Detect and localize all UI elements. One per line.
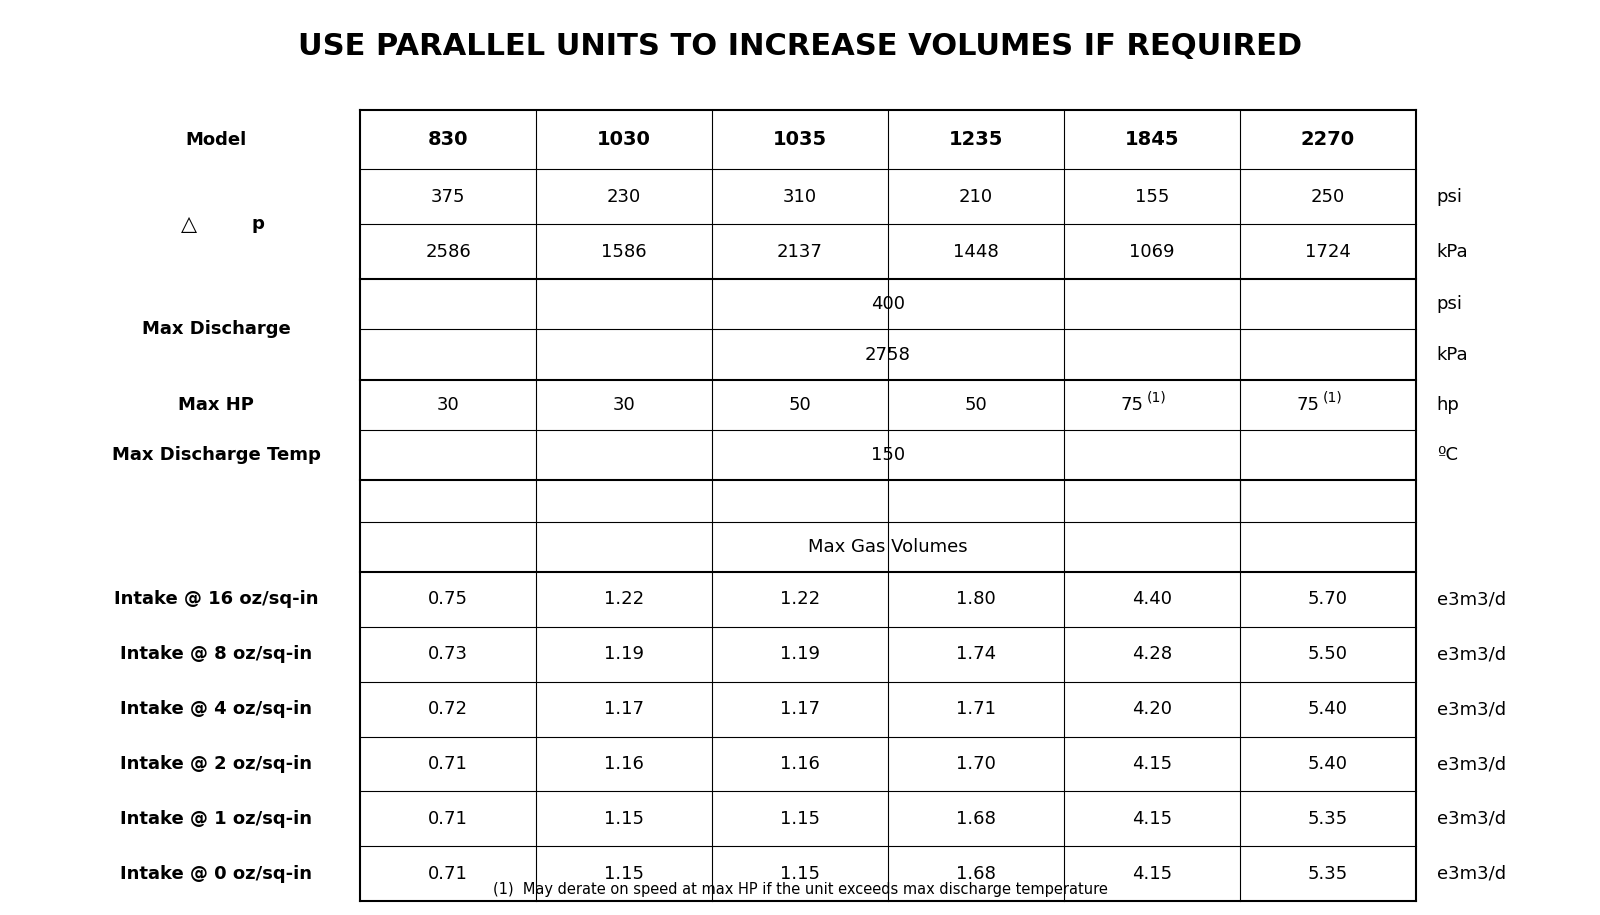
Text: e3m3/d: e3m3/d	[1437, 810, 1506, 828]
Text: 1.68: 1.68	[957, 810, 995, 828]
Text: 50: 50	[965, 396, 987, 414]
Text: 150: 150	[870, 447, 906, 464]
Text: 5.35: 5.35	[1307, 810, 1349, 828]
Text: 5.70: 5.70	[1309, 590, 1347, 608]
Text: ºC: ºC	[1437, 447, 1458, 464]
Text: 1.80: 1.80	[957, 590, 995, 608]
Text: 1.68: 1.68	[957, 865, 995, 883]
Text: (1)  May derate on speed at max HP if the unit exceeds max discharge temperature: (1) May derate on speed at max HP if the…	[493, 882, 1107, 897]
Text: Model: Model	[186, 131, 246, 148]
Text: 1069: 1069	[1130, 242, 1174, 261]
Text: 0.73: 0.73	[429, 645, 469, 663]
Text: 1.70: 1.70	[957, 755, 995, 773]
Text: e3m3/d: e3m3/d	[1437, 590, 1506, 608]
Text: 250: 250	[1310, 188, 1346, 206]
Text: 4.20: 4.20	[1133, 700, 1171, 718]
Text: 0.72: 0.72	[429, 700, 469, 718]
Text: 1724: 1724	[1306, 242, 1350, 261]
Text: Max Discharge: Max Discharge	[142, 320, 290, 339]
Text: 1.17: 1.17	[781, 700, 819, 718]
Text: Max Discharge Temp: Max Discharge Temp	[112, 447, 320, 464]
Text: psi: psi	[1437, 296, 1462, 313]
Text: 1235: 1235	[949, 130, 1003, 149]
Text: 1.15: 1.15	[605, 865, 643, 883]
Text: 1.22: 1.22	[603, 590, 645, 608]
Text: 1845: 1845	[1125, 130, 1179, 149]
Text: 4.15: 4.15	[1131, 810, 1173, 828]
Text: $\triangle$: $\triangle$	[176, 214, 198, 234]
Text: 0.71: 0.71	[429, 755, 467, 773]
Text: e3m3/d: e3m3/d	[1437, 645, 1506, 663]
Text: 5.50: 5.50	[1309, 645, 1347, 663]
Text: 830: 830	[427, 130, 469, 149]
Text: Intake @ 8 oz/sq-in: Intake @ 8 oz/sq-in	[120, 645, 312, 663]
Text: 1.16: 1.16	[781, 755, 819, 773]
Text: 1.71: 1.71	[957, 700, 995, 718]
Text: 4.28: 4.28	[1131, 645, 1173, 663]
Text: Intake @ 0 oz/sq-in: Intake @ 0 oz/sq-in	[120, 865, 312, 883]
Text: 0.71: 0.71	[429, 865, 467, 883]
Text: 1448: 1448	[954, 242, 998, 261]
Text: 0.71: 0.71	[429, 810, 467, 828]
Text: 375: 375	[430, 188, 466, 206]
Text: Intake @ 2 oz/sq-in: Intake @ 2 oz/sq-in	[120, 755, 312, 773]
Text: USE PARALLEL UNITS TO INCREASE VOLUMES IF REQUIRED: USE PARALLEL UNITS TO INCREASE VOLUMES I…	[298, 32, 1302, 61]
Text: 400: 400	[870, 296, 906, 313]
Text: 30: 30	[613, 396, 635, 414]
Text: e3m3/d: e3m3/d	[1437, 755, 1506, 773]
Text: 1.74: 1.74	[955, 645, 997, 663]
Text: 5.40: 5.40	[1309, 755, 1347, 773]
Text: e3m3/d: e3m3/d	[1437, 700, 1506, 718]
Text: 5.35: 5.35	[1307, 865, 1349, 883]
Text: Intake @ 1 oz/sq-in: Intake @ 1 oz/sq-in	[120, 810, 312, 828]
Text: 1035: 1035	[773, 130, 827, 149]
Text: e3m3/d: e3m3/d	[1437, 865, 1506, 883]
Text: 5.40: 5.40	[1309, 700, 1347, 718]
Text: 2758: 2758	[866, 346, 910, 363]
Text: 2270: 2270	[1301, 130, 1355, 149]
Text: 75: 75	[1298, 396, 1320, 414]
Text: 2586: 2586	[426, 242, 470, 261]
Text: 210: 210	[958, 188, 994, 206]
Text: hp: hp	[1437, 396, 1459, 414]
Text: 4.40: 4.40	[1133, 590, 1171, 608]
Text: 75: 75	[1122, 396, 1144, 414]
Text: 30: 30	[437, 396, 459, 414]
Text: (1): (1)	[1323, 391, 1342, 404]
Text: 4.15: 4.15	[1131, 755, 1173, 773]
Text: psi: psi	[1437, 188, 1462, 206]
Text: 1.17: 1.17	[605, 700, 643, 718]
Text: Max Gas Volumes: Max Gas Volumes	[808, 538, 968, 555]
Text: 1030: 1030	[597, 130, 651, 149]
Text: 4.15: 4.15	[1131, 865, 1173, 883]
Text: 1.15: 1.15	[605, 810, 643, 828]
Text: kPa: kPa	[1437, 242, 1469, 261]
Text: (1): (1)	[1147, 391, 1166, 404]
Text: 155: 155	[1134, 188, 1170, 206]
Text: 1.15: 1.15	[781, 865, 819, 883]
Text: Intake @ 16 oz/sq-in: Intake @ 16 oz/sq-in	[114, 590, 318, 608]
Text: 0.75: 0.75	[429, 590, 469, 608]
Text: 1586: 1586	[602, 242, 646, 261]
Text: 1.16: 1.16	[605, 755, 643, 773]
Text: 1.19: 1.19	[781, 645, 819, 663]
Text: Max HP: Max HP	[178, 396, 254, 414]
Text: 230: 230	[606, 188, 642, 206]
Text: 1.22: 1.22	[779, 590, 821, 608]
Text: kPa: kPa	[1437, 346, 1469, 363]
Text: 1.15: 1.15	[781, 810, 819, 828]
Text: 310: 310	[782, 188, 818, 206]
Text: 1.19: 1.19	[605, 645, 643, 663]
Text: 50: 50	[789, 396, 811, 414]
Text: p: p	[251, 215, 264, 233]
Text: 2137: 2137	[778, 242, 822, 261]
Text: Intake @ 4 oz/sq-in: Intake @ 4 oz/sq-in	[120, 700, 312, 718]
